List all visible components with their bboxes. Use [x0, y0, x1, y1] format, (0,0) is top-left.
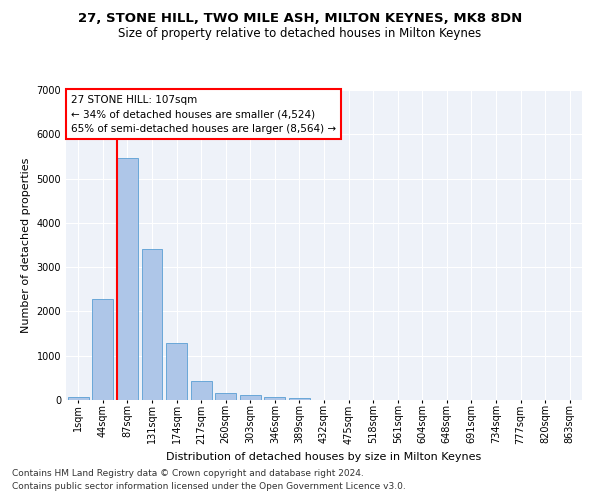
Bar [240, 396, 261, 400]
Text: 27 STONE HILL: 107sqm
← 34% of detached houses are smaller (4,524)
65% of semi-d: 27 STONE HILL: 107sqm ← 34% of detached … [71, 94, 336, 134]
Bar [142, 248, 163, 400]
Text: Size of property relative to detached houses in Milton Keynes: Size of property relative to detached ho… [118, 28, 482, 40]
Bar [215, 392, 236, 400]
Text: 27, STONE HILL, TWO MILE ASH, MILTON KEYNES, MK8 8DN: 27, STONE HILL, TWO MILE ASH, MILTON KEY… [78, 12, 522, 26]
Bar [289, 398, 310, 400]
Bar [92, 299, 113, 400]
Bar [68, 396, 89, 400]
Bar [117, 158, 138, 400]
Text: Contains HM Land Registry data © Crown copyright and database right 2024.: Contains HM Land Registry data © Crown c… [12, 468, 364, 477]
Y-axis label: Number of detached properties: Number of detached properties [21, 158, 31, 332]
X-axis label: Distribution of detached houses by size in Milton Keynes: Distribution of detached houses by size … [166, 452, 482, 462]
Text: Contains public sector information licensed under the Open Government Licence v3: Contains public sector information licen… [12, 482, 406, 491]
Bar [166, 342, 187, 400]
Bar [265, 398, 286, 400]
Bar [191, 382, 212, 400]
